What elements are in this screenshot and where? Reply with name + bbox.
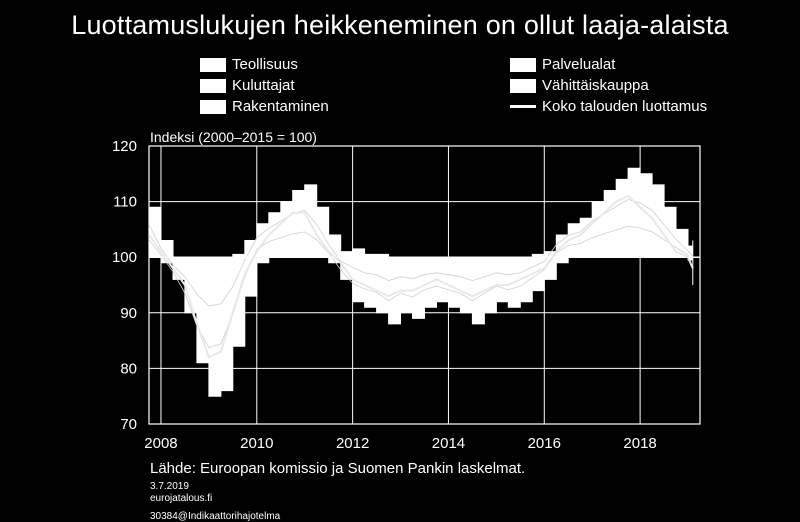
x-tick-label: 2008 — [144, 435, 177, 452]
legend-item-palvelualat: Palvelualat — [510, 56, 615, 73]
legend-label: Kuluttajat — [232, 77, 295, 94]
chart-title: Luottamuslukujen heikkeneminen on ollut … — [71, 10, 729, 40]
x-tick-label: 2010 — [240, 435, 273, 452]
legend-swatch — [510, 57, 536, 72]
legend-label: Rakentaminen — [232, 98, 329, 115]
x-tick-label: 2014 — [432, 435, 465, 452]
y-tick-label: 100 — [112, 249, 137, 266]
y-tick-label: 90 — [120, 305, 137, 322]
plot-frame — [148, 145, 701, 425]
area-bands — [148, 167, 694, 397]
legend-swatch — [200, 57, 226, 72]
series-lines — [148, 194, 700, 359]
x-tick-label: 2018 — [623, 435, 656, 452]
legend-label: Koko talouden luottamus — [542, 98, 708, 115]
axes: 70 80 90 100 110 120 2008 2010 2012 2014 2016 2018 — [112, 138, 657, 452]
legend-label: Vähittäiskauppa — [542, 77, 649, 94]
x-tick-label: 2012 — [336, 435, 369, 452]
area-band-range — [148, 167, 694, 397]
y-axis-unit-label: Indeksi (2000–2015 = 100) — [150, 129, 317, 145]
chart-code-note: 30384@Indikaattorihajotelma — [150, 511, 281, 522]
site-note: eurojatalous.fi — [150, 493, 213, 504]
legend-label: Palvelualat — [542, 56, 616, 73]
legend-item-rakentaminen: Rakentaminen — [200, 98, 329, 115]
legend-swatch — [200, 78, 226, 93]
x-tick-label: 2016 — [528, 435, 561, 452]
legend-label: Teollisuus — [232, 56, 298, 73]
y-tick-label: 120 — [112, 138, 137, 155]
legend-item-teollisuus: Teollisuus — [200, 56, 298, 73]
y-tick-label: 70 — [120, 416, 137, 433]
legend-item-kuluttajat: Kuluttajat — [200, 77, 295, 94]
legend-swatch-line — [510, 105, 536, 108]
y-tick-label: 80 — [120, 360, 137, 377]
source-note: Lähde: Euroopan komissio ja Suomen Panki… — [150, 460, 526, 477]
legend-swatch — [200, 99, 226, 114]
legend-swatch — [510, 78, 536, 93]
y-tick-label: 110 — [113, 194, 137, 211]
date-note: 3.7.2019 — [150, 481, 189, 492]
series-line-koko-talous — [148, 194, 694, 359]
area-band-edge-1 — [148, 198, 694, 307]
legend-item-vahittaiskauppa: Vähittäiskauppa — [510, 77, 649, 94]
legend-item-koko-talous: Koko talouden luottamus — [510, 98, 707, 115]
